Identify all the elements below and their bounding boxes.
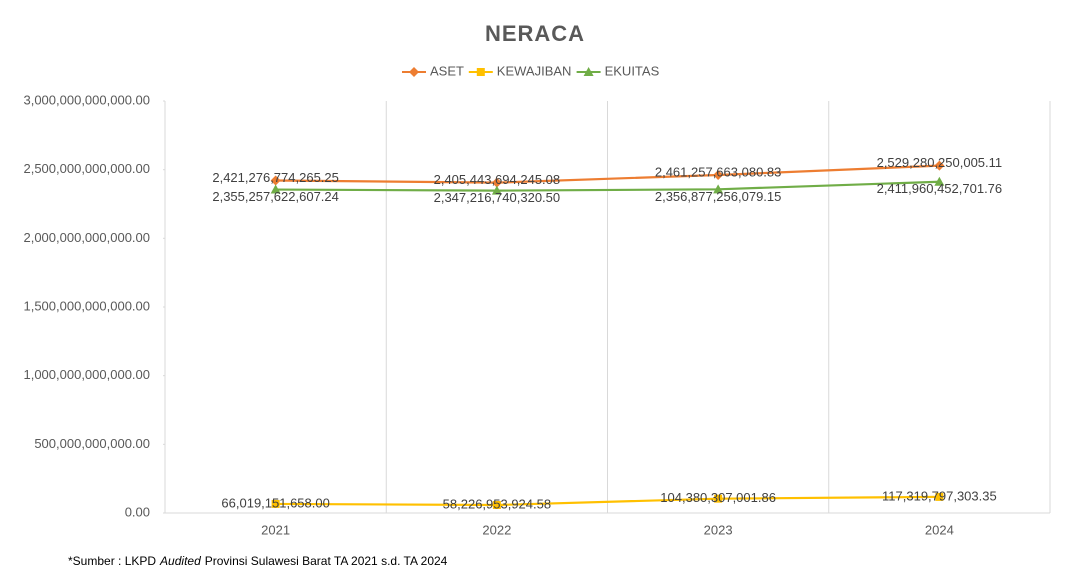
data-point (271, 499, 280, 508)
data-label: 117,319,797,303.35 (882, 488, 997, 503)
data-label: 2,421,276,774,265.25 (212, 170, 339, 185)
data-point (491, 177, 502, 188)
data-label: 2,356,877,256,079.15 (655, 189, 782, 204)
y-tick-label: 1,500,000,000,000.00 (23, 298, 150, 313)
y-tick-label: 3,000,000,000,000.00 (23, 92, 150, 107)
series-line (275, 180, 940, 192)
legend-marker (476, 68, 485, 76)
x-tick-label: 2022 (482, 522, 511, 537)
data-point (934, 176, 945, 186)
data-label: 2,461,257,663,080.83 (655, 164, 782, 179)
y-tick-label: 2,000,000,000,000.00 (23, 230, 150, 245)
data-label: 2,405,443,694,245.08 (434, 172, 561, 187)
legend-label: EKUITAS (605, 63, 660, 78)
data-label: 58,226,953,924.58 (443, 496, 551, 511)
data-point (713, 184, 724, 194)
x-tick-label: 2023 (704, 522, 733, 537)
x-tick-label: 2024 (925, 522, 954, 537)
data-label: 2,529,280,250,005.11 (877, 155, 1003, 170)
source-note: *Sumber : LKPD Audited Provinsi Sulawesi B… (68, 554, 448, 568)
series-line (275, 495, 940, 507)
source-part: *Sumber : LKPD (68, 554, 156, 568)
data-point (491, 185, 502, 195)
data-point (713, 169, 724, 180)
legend-marker (583, 67, 594, 76)
y-tick-label: 2,500,000,000,000.00 (23, 161, 150, 176)
data-label: 2,347,216,740,320.50 (434, 190, 561, 205)
data-point (492, 501, 501, 510)
legend-label: KEWAJIBAN (497, 63, 572, 78)
data-point (714, 494, 723, 503)
data-label: 104,380,307,001.86 (660, 490, 776, 505)
y-tick-label: 1,000,000,000,000.00 (23, 367, 150, 382)
legend-marker (409, 67, 419, 77)
x-tick-label: 2021 (261, 522, 290, 537)
y-tick-label: 0.00 (125, 504, 150, 519)
data-point (270, 184, 281, 194)
data-point (270, 175, 281, 186)
data-point (934, 160, 945, 171)
chart-title: NERACA (485, 21, 585, 46)
data-label: 2,411,960,452,701.76 (877, 181, 1003, 196)
y-tick-label: 500,000,000,000.00 (34, 436, 150, 451)
data-label: 2,355,257,622,607.24 (212, 189, 339, 204)
series-line (275, 164, 940, 184)
source-part: Provinsi Sulawesi Barat TA 2021 s.d. TA … (205, 554, 448, 568)
source-part: Audited (159, 554, 201, 568)
data-label: 66,019,151,658.00 (221, 495, 329, 510)
legend-label: ASET (430, 63, 464, 78)
data-point (935, 492, 944, 501)
